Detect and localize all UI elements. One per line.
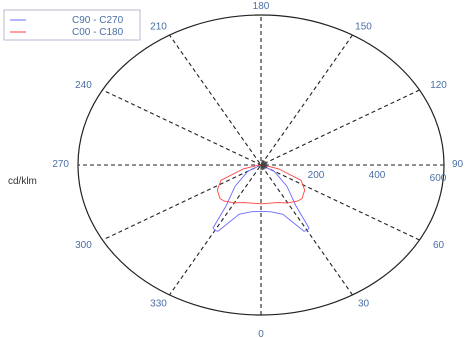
angle-label-120: 120 bbox=[430, 80, 447, 91]
legend-label-0: C90 - C270 bbox=[72, 15, 124, 26]
legend-box bbox=[3, 9, 141, 41]
angle-label-90: 90 bbox=[452, 159, 464, 170]
unit-label: cd/klm bbox=[8, 176, 37, 187]
angle-label-330: 330 bbox=[150, 299, 167, 310]
legend-label-1: C00 - C180 bbox=[72, 27, 124, 38]
radial-tick-600: 600 bbox=[430, 173, 447, 184]
angle-label-270: 270 bbox=[52, 159, 69, 170]
center-hub bbox=[260, 159, 268, 171]
angle-label-210: 210 bbox=[150, 21, 167, 32]
angle-labels: 0 30 60 90 120 150 180 210 240 270 300 330 bbox=[52, 1, 463, 338]
angle-label-60: 60 bbox=[433, 240, 445, 251]
series-layer bbox=[212, 159, 310, 232]
radial-tick-200: 200 bbox=[308, 170, 325, 181]
angle-label-300: 300 bbox=[75, 240, 92, 251]
angle-label-30: 30 bbox=[358, 299, 370, 310]
series-line-1 bbox=[216, 164, 306, 205]
radial-tick-400: 400 bbox=[369, 170, 386, 181]
angle-label-150: 150 bbox=[355, 21, 372, 32]
legend: C90 - C270 C00 - C180 bbox=[3, 9, 141, 41]
radial-tick-labels: 200 400 600 bbox=[308, 170, 447, 184]
angle-label-180: 180 bbox=[253, 1, 270, 12]
angle-label-0: 0 bbox=[258, 329, 264, 338]
spoke-line bbox=[169, 34, 353, 296]
spoke-line bbox=[169, 34, 353, 296]
hub-tick bbox=[260, 159, 264, 166]
angle-label-240: 240 bbox=[75, 80, 92, 91]
